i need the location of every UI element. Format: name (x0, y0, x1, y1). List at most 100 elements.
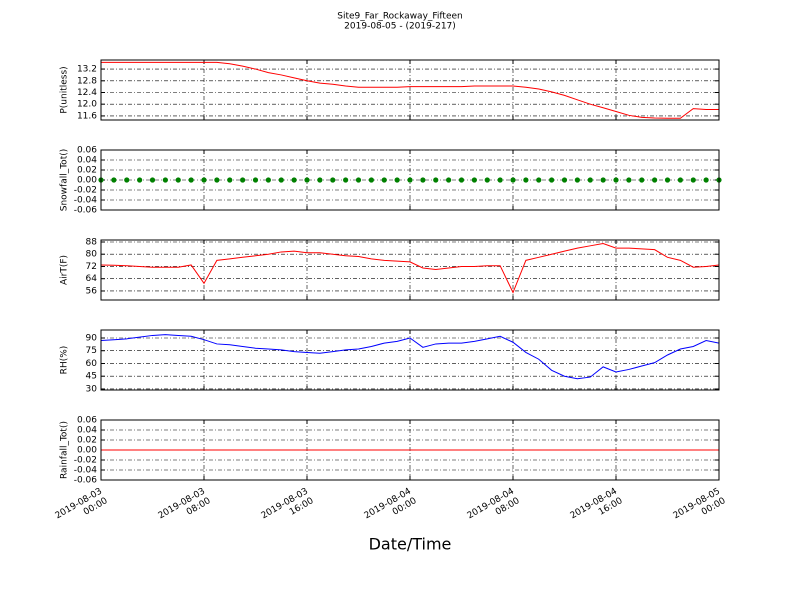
data-point (355, 177, 362, 183)
data-point (639, 177, 645, 183)
y-tick-label: 0.02 (77, 166, 97, 176)
data-point (561, 177, 568, 183)
y-tick-label: 80 (86, 250, 98, 260)
y-tick-label: -0.02 (74, 186, 97, 196)
data-point (368, 177, 374, 183)
data-point (574, 177, 580, 183)
y-tick-label: 0.00 (77, 446, 97, 456)
data-point (587, 177, 593, 183)
data-line (100, 243, 720, 294)
x-tick-label: 2019-08-0316:00 (259, 486, 315, 530)
y-axis-label: Snowfall_Tot() (60, 149, 70, 212)
data-point (149, 177, 156, 183)
axes-frame (100, 419, 720, 481)
y-tick-label: 30 (86, 384, 98, 394)
y-tick-label: 0.04 (77, 156, 97, 166)
data-point (330, 177, 336, 183)
chart-subtitle: 2019-08-05 - (2019-217) (344, 22, 456, 32)
y-axis-label: AirT(F) (60, 255, 70, 285)
y-tick-label: 13.2 (77, 65, 97, 75)
data-point (446, 177, 452, 183)
data-point (394, 177, 400, 183)
y-tick-label: 12.4 (77, 88, 97, 98)
data-point (137, 177, 143, 183)
data-point (162, 177, 168, 183)
x-tick-label: 2019-08-0408:00 (465, 486, 521, 530)
axes-frame (100, 149, 720, 211)
y-tick-label: 0.06 (77, 146, 97, 156)
data-point (433, 177, 439, 183)
y-tick-label: 64 (86, 274, 98, 284)
y-tick-label: 90 (86, 333, 98, 343)
y-tick-label: 0.04 (77, 426, 97, 436)
data-point (278, 177, 284, 183)
y-tick-label: -0.06 (74, 206, 98, 216)
data-point (265, 177, 271, 183)
y-tick-label: 56 (86, 286, 98, 296)
y-tick-label: -0.02 (74, 456, 97, 466)
data-point (510, 177, 516, 183)
data-point (536, 177, 542, 183)
x-tick-label: 2019-08-0400:00 (362, 486, 418, 530)
data-point (458, 177, 465, 183)
data-point (471, 177, 477, 183)
y-tick-label: 60 (86, 359, 98, 369)
data-point (124, 177, 130, 183)
data-point (484, 177, 490, 183)
data-point (690, 177, 696, 183)
data-point (227, 177, 233, 183)
y-tick-label: -0.04 (74, 466, 98, 476)
data-point (677, 177, 683, 183)
data-point (111, 177, 117, 183)
y-tick-label: 12.8 (77, 76, 97, 86)
data-point (497, 177, 503, 183)
data-point (201, 177, 207, 183)
x-tick-label: 2019-08-0300:00 (53, 486, 109, 530)
axes-frame (100, 329, 720, 391)
y-axis-label: Rainfall_Tot() (60, 421, 70, 479)
y-tick-label: 12.0 (77, 100, 97, 110)
chart-title: Site9_Far_Rockaway_Fifteen (337, 12, 463, 22)
y-tick-label: 75 (86, 346, 97, 356)
data-point (523, 177, 529, 183)
data-point (420, 177, 426, 183)
y-axis-label: P(unitless) (60, 66, 70, 113)
data-point (549, 177, 555, 183)
data-point (175, 177, 181, 183)
data-point (626, 177, 632, 183)
data-point (291, 177, 297, 183)
data-line (101, 61, 719, 119)
y-tick-label: -0.06 (74, 476, 98, 486)
y-tick-label: 11.6 (77, 111, 97, 121)
y-tick-label: 0.02 (77, 436, 97, 446)
data-point (317, 177, 323, 183)
data-point (703, 177, 709, 183)
data-point (407, 177, 413, 183)
axes-frame (100, 59, 720, 121)
data-point (240, 177, 246, 183)
data-point (304, 177, 310, 183)
axes-frame (100, 239, 720, 301)
x-tick-label: 2019-08-0308:00 (156, 486, 212, 530)
y-tick-label: 0.00 (77, 176, 97, 186)
data-line (100, 334, 720, 380)
x-axis-label: Date/Time (369, 535, 452, 554)
y-tick-label: 45 (86, 372, 97, 382)
data-point (664, 177, 671, 183)
x-tick-label: 2019-08-0416:00 (568, 486, 624, 530)
data-point (613, 177, 619, 183)
data-point (214, 177, 220, 183)
y-tick-label: 72 (86, 262, 97, 272)
data-point (343, 177, 349, 183)
data-point (188, 177, 194, 183)
data-point (600, 177, 606, 183)
data-point (381, 177, 387, 183)
y-tick-label: 0.06 (77, 416, 97, 426)
y-tick-label: -0.04 (74, 196, 98, 206)
data-point (652, 177, 658, 183)
data-point (252, 177, 259, 183)
y-axis-label: RH(%) (60, 346, 70, 375)
y-tick-label: 88 (86, 237, 98, 247)
